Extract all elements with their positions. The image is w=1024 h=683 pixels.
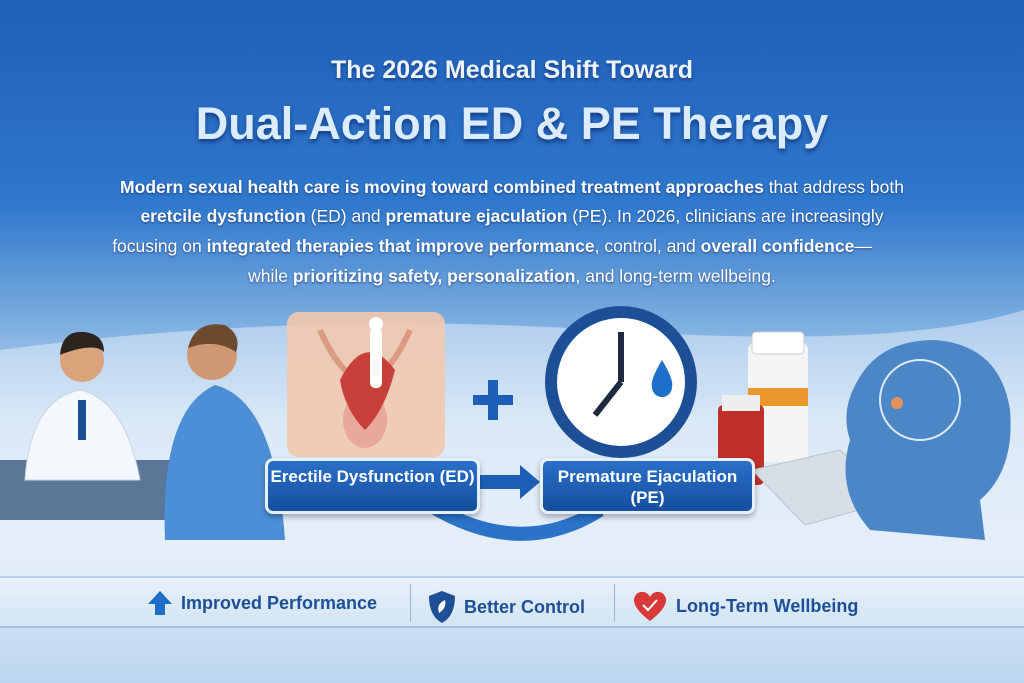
intro-segment: that address both bbox=[763, 177, 904, 197]
brain-head-illustration bbox=[845, 340, 1011, 540]
intro-segment: , and long-term wellbeing. bbox=[575, 266, 776, 286]
arrow-right-icon bbox=[470, 465, 540, 499]
intro-segment: prioritizing safety, personalization bbox=[292, 266, 576, 286]
patient-illustration bbox=[164, 324, 285, 540]
benefits-band bbox=[0, 576, 1024, 628]
intro-segment: (ED) and bbox=[305, 206, 386, 226]
intro-segment: while bbox=[248, 266, 293, 286]
intro-segment: integrated therapies that improve perfor… bbox=[206, 236, 595, 256]
intro-line: eretcile dysfunction (ED) and premature … bbox=[0, 206, 1024, 227]
arrow-up-icon bbox=[148, 591, 172, 615]
ed-anatomy-illustration bbox=[287, 312, 445, 457]
clock-icon bbox=[545, 306, 697, 458]
title-line-2: Dual-Action ED & PE Therapy bbox=[195, 98, 829, 149]
shield-icon bbox=[429, 591, 455, 623]
intro-segment: focusing on bbox=[112, 236, 207, 256]
benefit-item: Better Control bbox=[428, 590, 585, 624]
intro-line: focusing on integrated therapies that im… bbox=[0, 236, 1004, 257]
ed-label: Erectile Dysfunction (ED) bbox=[265, 458, 480, 514]
plus-icon bbox=[473, 380, 513, 420]
benefit-item: Long-Term Wellbeing bbox=[632, 590, 858, 622]
divider bbox=[614, 584, 615, 622]
intro-segment: Modern sexual health care is moving towa… bbox=[120, 177, 764, 197]
intro-line: Modern sexual health care is moving towa… bbox=[0, 177, 1024, 198]
intro-segment: premature ejaculation bbox=[385, 206, 568, 226]
divider bbox=[410, 584, 411, 622]
benefit-item: Improved Performance bbox=[147, 590, 377, 616]
intro-line: while prioritizing safety, personalizati… bbox=[0, 266, 1024, 287]
heart-check-icon bbox=[633, 591, 667, 621]
title-line-1: The 2026 Medical Shift Toward bbox=[330, 56, 694, 84]
intro-segment: overall confidence bbox=[700, 236, 855, 256]
intro-segment: eretcile dysfunction bbox=[140, 206, 306, 226]
intro-segment: , control, and bbox=[594, 236, 701, 256]
intro-segment: — bbox=[854, 236, 872, 256]
intro-segment: (PE). In 2026, clinicians are increasing… bbox=[567, 206, 884, 226]
illustration-scene bbox=[0, 306, 1024, 580]
pe-label: Premature Ejaculation (PE) bbox=[540, 458, 755, 514]
